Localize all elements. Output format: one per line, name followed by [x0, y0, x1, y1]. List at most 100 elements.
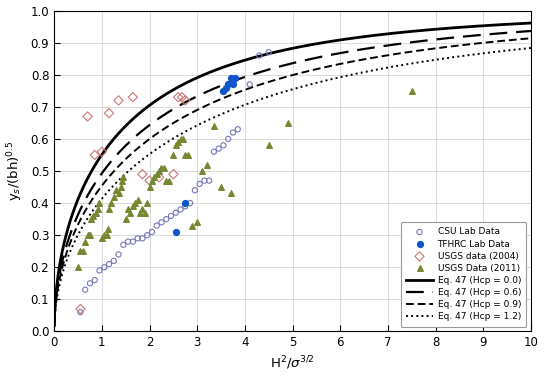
USGS Data (2011)	[92, 210, 101, 216]
USGS Data (2011)	[128, 203, 137, 209]
CSU Lab Data	[76, 309, 85, 315]
USGS Data (2011)	[107, 200, 116, 206]
Eq. 47 (Hcp = 0.0)	[51, 323, 58, 327]
USGS data (2004)	[114, 98, 123, 104]
USGS Data (2011)	[114, 191, 123, 197]
USGS Data (2011)	[178, 136, 187, 142]
USGS Data (2011)	[135, 210, 144, 216]
USGS data (2004)	[128, 94, 137, 100]
Eq. 47 (Hcp = 0.9)	[431, 46, 438, 51]
CSU Lab Data	[245, 81, 254, 87]
USGS data (2004)	[174, 94, 183, 100]
CSU Lab Data	[100, 264, 109, 270]
CSU Lab Data	[214, 146, 223, 152]
CSU Lab Data	[209, 149, 218, 155]
Eq. 47 (Hcp = 0.6)	[423, 38, 429, 43]
USGS Data (2011)	[131, 200, 140, 206]
Eq. 47 (Hcp = 0.9)	[379, 54, 385, 59]
USGS Data (2011)	[174, 139, 183, 145]
Eq. 47 (Hcp = 0.0)	[423, 28, 429, 33]
CSU Lab Data	[128, 239, 137, 245]
USGS data (2004)	[104, 110, 113, 116]
CSU Lab Data	[90, 277, 99, 283]
USGS Data (2011)	[103, 226, 112, 232]
Line: Eq. 47 (Hcp = 1.2): Eq. 47 (Hcp = 1.2)	[54, 48, 531, 327]
CSU Lab Data	[162, 216, 171, 222]
CSU Lab Data	[171, 210, 180, 216]
Eq. 47 (Hcp = 0.6)	[51, 324, 58, 328]
USGS Data (2011)	[78, 248, 87, 254]
Eq. 47 (Hcp = 0.9)	[261, 81, 268, 85]
USGS Data (2011)	[209, 123, 218, 129]
Eq. 47 (Hcp = 0.9)	[423, 47, 429, 52]
CSU Lab Data	[143, 232, 152, 238]
USGS Data (2011)	[164, 178, 173, 184]
Eq. 47 (Hcp = 1.2)	[261, 96, 268, 100]
Eq. 47 (Hcp = 0.0)	[244, 57, 250, 62]
CSU Lab Data	[233, 126, 242, 132]
USGS Data (2011)	[169, 152, 178, 158]
USGS Data (2011)	[157, 165, 166, 171]
Eq. 47 (Hcp = 0.0)	[431, 27, 438, 32]
USGS Data (2011)	[133, 197, 142, 203]
USGS Data (2011)	[89, 213, 97, 219]
CSU Lab Data	[123, 239, 132, 245]
USGS Data (2011)	[226, 191, 235, 197]
USGS Data (2011)	[407, 88, 416, 94]
CSU Lab Data	[264, 49, 273, 55]
USGS data (2004)	[169, 171, 178, 177]
USGS data (2004)	[83, 113, 92, 119]
USGS Data (2011)	[97, 235, 106, 242]
USGS Data (2011)	[123, 206, 132, 212]
USGS Data (2011)	[145, 184, 154, 190]
Eq. 47 (Hcp = 0.6)	[100, 170, 106, 174]
USGS data (2004)	[97, 149, 106, 155]
CSU Lab Data	[109, 258, 118, 264]
CSU Lab Data	[205, 178, 213, 184]
USGS Data (2011)	[162, 178, 171, 184]
CSU Lab Data	[228, 129, 237, 135]
USGS Data (2011)	[94, 206, 102, 212]
USGS Data (2011)	[100, 232, 109, 238]
CSU Lab Data	[138, 235, 147, 242]
TFHRC Lab Data	[219, 88, 228, 94]
Y-axis label: y$_s$/(bh)$^{0.5}$: y$_s$/(bh)$^{0.5}$	[5, 141, 25, 201]
Legend: CSU Lab Data, TFHRC Lab Data, USGS data (2004), USGS Data (2011), Eq. 47 (Hcp = : CSU Lab Data, TFHRC Lab Data, USGS data …	[400, 222, 527, 327]
Eq. 47 (Hcp = 0.9)	[51, 324, 58, 329]
Eq. 47 (Hcp = 0.9)	[528, 36, 534, 40]
USGS data (2004)	[181, 98, 190, 104]
USGS Data (2011)	[138, 206, 147, 212]
TFHRC Lab Data	[224, 81, 233, 87]
USGS Data (2011)	[283, 120, 292, 126]
USGS Data (2011)	[87, 216, 96, 222]
TFHRC Lab Data	[231, 75, 240, 81]
TFHRC Lab Data	[228, 81, 237, 87]
USGS Data (2011)	[85, 232, 94, 238]
USGS Data (2011)	[76, 248, 85, 254]
USGS data (2004)	[154, 174, 163, 180]
USGS Data (2011)	[188, 223, 197, 229]
CSU Lab Data	[152, 223, 161, 229]
TFHRC Lab Data	[171, 229, 180, 235]
USGS Data (2011)	[104, 206, 113, 212]
USGS Data (2011)	[217, 184, 225, 190]
CSU Lab Data	[81, 287, 90, 293]
USGS Data (2011)	[84, 232, 93, 238]
CSU Lab Data	[119, 242, 128, 248]
Line: Eq. 47 (Hcp = 0.0): Eq. 47 (Hcp = 0.0)	[54, 23, 531, 325]
CSU Lab Data	[224, 136, 233, 142]
USGS Data (2011)	[193, 219, 202, 225]
CSU Lab Data	[195, 181, 204, 187]
USGS Data (2011)	[126, 210, 135, 216]
CSU Lab Data	[157, 219, 166, 225]
USGS Data (2011)	[102, 232, 111, 238]
USGS Data (2011)	[202, 161, 211, 167]
USGS Data (2011)	[147, 178, 156, 184]
CSU Lab Data	[176, 206, 185, 212]
USGS Data (2011)	[159, 165, 168, 171]
TFHRC Lab Data	[226, 75, 235, 81]
USGS Data (2011)	[109, 194, 118, 200]
Eq. 47 (Hcp = 0.6)	[431, 37, 438, 42]
USGS Data (2011)	[143, 200, 152, 206]
USGS Data (2011)	[183, 152, 192, 158]
